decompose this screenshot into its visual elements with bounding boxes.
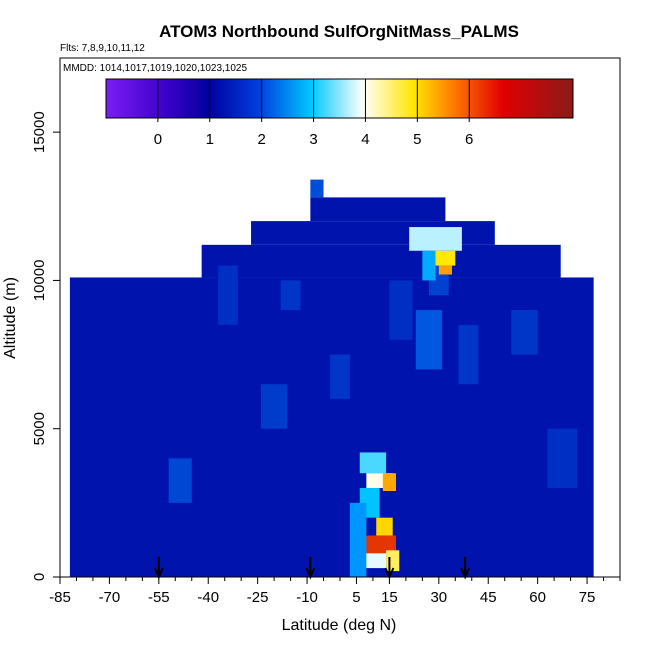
x-tick-label-15: 15 (381, 589, 398, 606)
y-tick-label-15000: 15000 (31, 111, 48, 153)
heatmap-cell-19 (422, 250, 436, 281)
heatmap-cell-16 (409, 227, 462, 251)
colorbar-rect (105, 78, 574, 119)
heatmap-cell-24 (376, 517, 393, 536)
heatmap-cell-11 (415, 310, 443, 370)
heatmap-cell-10 (389, 280, 413, 340)
colorbar-tick-label-3: 3 (309, 131, 317, 148)
heatmap-cell-28 (349, 502, 367, 577)
heatmap-cell-1 (201, 244, 561, 278)
flights-label: Flts: 7,8,9,10,11,12 (60, 43, 145, 54)
x-tick-label--55: -55 (148, 589, 170, 606)
x-tick-label--25: -25 (247, 589, 269, 606)
heatmap-cell-18 (438, 265, 452, 275)
x-axis: -85 -70 -55 -40 -25 -10 5 15 30 45 60 75 (49, 577, 621, 606)
heatmap-cell-14 (511, 310, 538, 355)
heatmap-cell-22 (382, 473, 396, 491)
y-axis: 0 5000 10000 15000 (31, 111, 60, 581)
x-tick-label--85: -85 (49, 589, 71, 606)
colorbar-ticks: 0 1 2 3 4 5 6 (154, 79, 473, 148)
x-tick-label--40: -40 (197, 589, 219, 606)
dates-label: MMDD: 1014,1017,1019,1020,1023,1025 (63, 63, 247, 74)
heatmap-cells (69, 179, 594, 577)
y-tick-label-0: 0 (31, 573, 48, 581)
chart-title: ATOM3 Northbound SulfOrgNitMass_PALMS (159, 22, 519, 41)
heatmap-cell-3 (310, 197, 446, 222)
colorbar-tick-label-0: 0 (154, 131, 162, 148)
x-tick-label-75: 75 (579, 589, 596, 606)
heatmap-cell-6 (168, 458, 192, 503)
x-tick-label-60: 60 (529, 589, 546, 606)
heatmap-cell-13 (458, 324, 479, 385)
y-tick-label-5000: 5000 (31, 412, 48, 445)
heatmap-cell-4 (310, 179, 324, 198)
colorbar: 0 1 2 3 4 5 6 (105, 78, 574, 148)
heatmap-cell-9 (330, 354, 350, 400)
heatmap-cell-17 (432, 250, 456, 266)
x-tick-label-45: 45 (480, 589, 497, 606)
heatmap-cell-15 (547, 428, 578, 489)
heatmap-cell-20 (359, 452, 387, 474)
colorbar-tick-label-6: 6 (465, 131, 473, 148)
heatmap-cell-5 (218, 265, 238, 325)
colorbar-tick-label-1: 1 (206, 131, 214, 148)
x-tick-label-5: 5 (352, 589, 360, 606)
colorbar-tick-label-5: 5 (413, 131, 421, 148)
colorbar-tick-label-2: 2 (257, 131, 265, 148)
heatmap-cell-8 (280, 280, 301, 311)
x-tick-label-30: 30 (430, 589, 447, 606)
x-tick-label--70: -70 (99, 589, 121, 606)
heatmap-cell-26 (363, 553, 387, 569)
x-axis-label: Latitude (deg N) (282, 617, 397, 634)
x-tick-label--10: -10 (296, 589, 318, 606)
heatmap-cell-7 (260, 384, 288, 429)
y-tick-label-10000: 10000 (31, 260, 48, 302)
heatmap-cell-0 (69, 277, 594, 577)
y-axis-label: Altitude (m) (2, 277, 19, 359)
colorbar-tick-label-4: 4 (361, 131, 369, 148)
